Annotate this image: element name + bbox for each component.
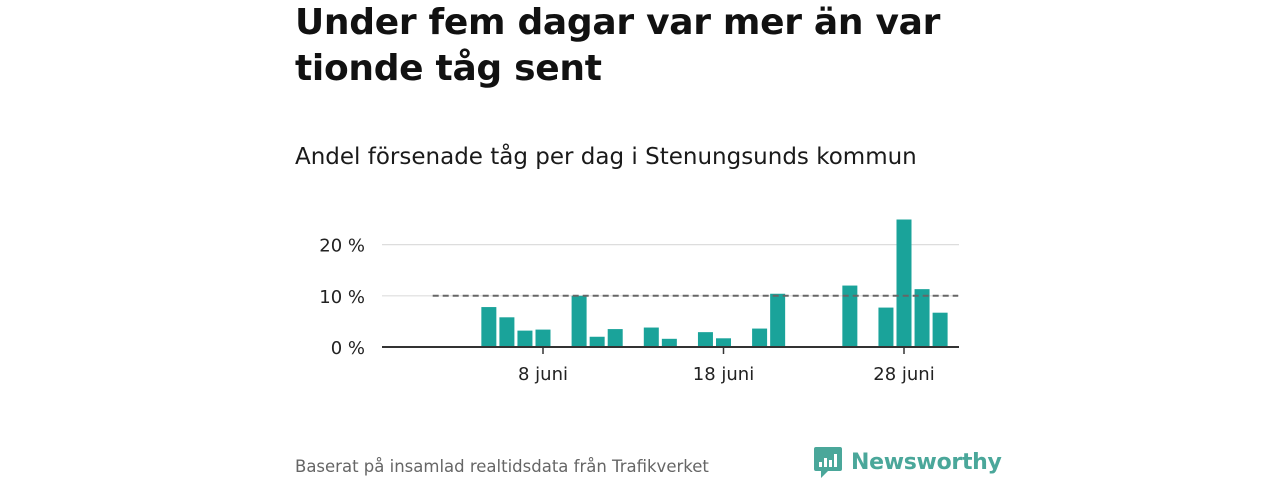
bar — [535, 329, 551, 347]
chart-title: Under fem dagar var mer än var tionde tå… — [295, 2, 941, 89]
chart-subtitle: Andel försenade tåg per dag i Stenungsun… — [295, 144, 917, 170]
logo-text: Newsworthy — [851, 449, 1002, 475]
bar — [571, 295, 587, 347]
y-tick-label: 10 % — [319, 287, 365, 308]
newsworthy-logo-icon — [814, 447, 842, 478]
bar — [589, 336, 605, 347]
bar — [481, 307, 497, 347]
bars — [481, 219, 948, 347]
bar — [697, 332, 713, 347]
bar — [661, 338, 677, 347]
y-tick-label: 20 % — [319, 236, 365, 257]
bar — [914, 289, 930, 347]
bar — [499, 317, 515, 347]
x-tick-label: 8 juni — [518, 364, 568, 385]
newsworthy-logo[interactable]: Newsworthy — [813, 445, 1002, 479]
y-tick-label: 0 % — [331, 338, 365, 359]
x-tick-label: 18 juni — [693, 364, 754, 385]
grid-lines — [382, 244, 959, 297]
bar — [517, 330, 533, 347]
bar — [770, 293, 786, 347]
bar — [932, 312, 948, 347]
bar — [716, 338, 731, 347]
bar — [752, 328, 768, 347]
bar — [643, 327, 659, 347]
bar — [878, 307, 894, 347]
tick-labels: 0 % 10 % 20 % 8 juni 18 juni 28 juni — [319, 236, 934, 385]
bar — [607, 329, 623, 347]
bar — [842, 285, 858, 347]
source-caption: Baserat på insamlad realtidsdata från Tr… — [295, 457, 709, 476]
bar — [896, 219, 912, 347]
x-tick-label: 28 juni — [873, 364, 934, 385]
axes — [382, 346, 959, 354]
